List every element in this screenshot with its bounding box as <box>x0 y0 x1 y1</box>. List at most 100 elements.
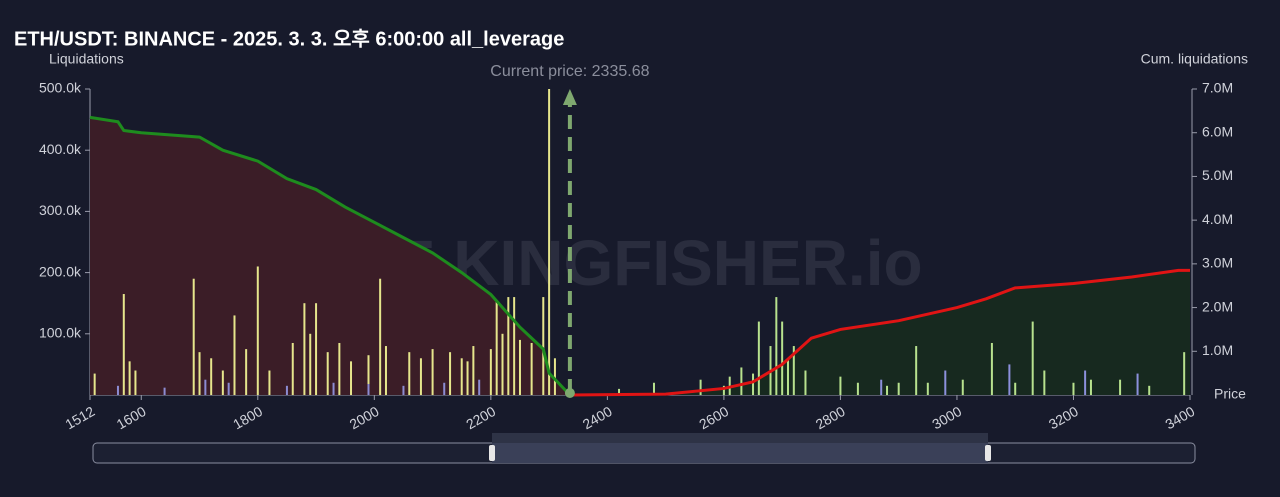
bar <box>245 349 248 395</box>
y2-tick-label: 6.0M <box>1202 123 1233 139</box>
bar <box>122 294 125 395</box>
bar <box>384 346 387 395</box>
bar <box>326 352 329 395</box>
bar <box>518 339 521 395</box>
bar <box>618 388 621 395</box>
bar <box>699 379 702 395</box>
bar <box>134 370 137 395</box>
current-price-dot <box>564 388 575 398</box>
bar <box>1183 352 1186 395</box>
bar <box>1031 321 1034 395</box>
cum-line <box>569 268 1190 397</box>
bar <box>553 358 556 395</box>
bar <box>256 266 259 395</box>
bar <box>740 367 743 395</box>
cum-area <box>90 117 570 396</box>
bar <box>163 387 166 395</box>
y2-tick-label: 5.0M <box>1202 167 1233 183</box>
bar <box>507 297 510 395</box>
bar <box>775 297 778 395</box>
bar <box>291 342 294 395</box>
bar <box>652 382 655 395</box>
bar <box>513 297 516 395</box>
bar <box>781 321 784 395</box>
bar <box>915 346 918 395</box>
bar <box>548 89 551 395</box>
range-handle-left[interactable] <box>489 445 495 461</box>
bar <box>419 358 422 395</box>
y2-tick-label: 1.0M <box>1202 342 1233 358</box>
bar <box>1136 373 1139 395</box>
y-tick-label: 400.0k <box>39 141 82 157</box>
bar <box>332 382 335 395</box>
bar <box>501 333 504 395</box>
bar <box>309 333 312 395</box>
x-axis-label: Price <box>1214 386 1246 402</box>
bar <box>752 373 755 395</box>
bar <box>1008 364 1011 395</box>
bar <box>128 361 131 395</box>
y2-tick-label: 4.0M <box>1202 211 1233 227</box>
bar <box>880 379 883 395</box>
bar <box>449 352 452 395</box>
bar <box>338 342 341 395</box>
bar <box>350 361 353 395</box>
y-tick-label: 100.0k <box>39 325 82 341</box>
cum-area <box>569 270 1190 395</box>
bar <box>897 382 900 395</box>
bar <box>210 358 213 395</box>
bar <box>542 297 545 395</box>
bar <box>1084 370 1087 395</box>
bar <box>530 342 533 395</box>
bar <box>285 385 288 395</box>
bar <box>886 385 889 395</box>
bar <box>478 379 481 395</box>
y2-tick-label: 3.0M <box>1202 255 1233 271</box>
bar <box>472 346 475 395</box>
current-price-arrow <box>562 89 577 105</box>
bar <box>367 383 370 395</box>
range-grip[interactable] <box>492 433 988 443</box>
bar <box>379 278 382 395</box>
bar <box>408 352 411 395</box>
bar <box>1119 379 1122 395</box>
bar <box>192 278 195 395</box>
range-handle-right[interactable] <box>985 445 991 461</box>
y-tick-label: 500.0k <box>39 80 82 96</box>
bar <box>1072 382 1075 395</box>
bar <box>944 370 947 395</box>
bar <box>926 382 929 395</box>
bar <box>839 376 842 395</box>
bar <box>1148 385 1151 395</box>
bar <box>227 382 230 395</box>
y2-axis-label: Cum. liquidations <box>1141 51 1248 67</box>
chart-title: ETH/USDT: BINANCE - 2025. 3. 3. 오후 6:00:… <box>14 27 564 50</box>
bar <box>443 382 446 395</box>
bar <box>431 349 434 395</box>
bar <box>489 349 492 395</box>
bar <box>204 379 207 395</box>
bar <box>757 321 760 395</box>
bar <box>792 346 795 395</box>
current-price-label: Current price: 2335.68 <box>490 63 649 80</box>
bar <box>116 385 119 395</box>
bar <box>221 370 224 395</box>
cum-line <box>89 115 571 397</box>
bar <box>466 361 469 395</box>
bar <box>367 355 370 395</box>
bar <box>804 370 807 395</box>
bar <box>233 315 236 395</box>
bar <box>303 303 306 395</box>
bar <box>1014 382 1017 395</box>
bar <box>495 300 498 395</box>
y-axis-label: Liquidations <box>49 51 124 67</box>
bar <box>1043 370 1046 395</box>
y-tick-label: 300.0k <box>39 202 82 218</box>
bar <box>856 382 859 395</box>
y2-tick-label: 2.0M <box>1202 298 1233 314</box>
plot: 100.0k 200.0k 300.0k 400.0k 500.0k 1.0M 2.0M 3.… <box>39 63 1233 432</box>
bar <box>722 385 725 395</box>
range-window[interactable] <box>492 443 988 463</box>
bar <box>315 303 318 395</box>
